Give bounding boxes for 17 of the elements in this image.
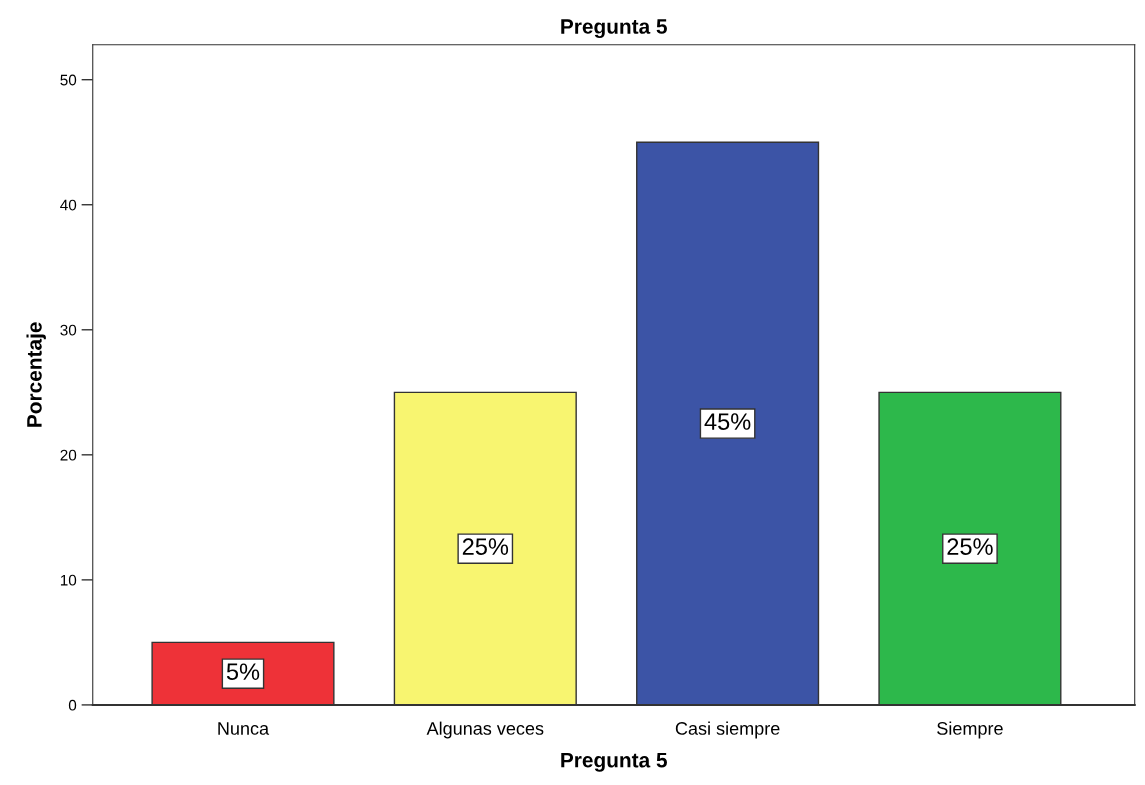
- chart-title: Pregunta 5: [561, 19, 667, 39]
- data-label: 5%: [226, 663, 260, 681]
- x-tick-label: Nunca: [218, 722, 270, 735]
- data-label: 25%: [947, 538, 993, 555]
- y-tick-label: 0: [68, 699, 77, 711]
- x-axis-title: Pregunta 5: [561, 752, 667, 772]
- x-tick-label: Casi siempre: [675, 721, 780, 739]
- data-label: 25%: [462, 538, 509, 555]
- y-tick-label: 20: [60, 449, 77, 461]
- y-tick-label: 50: [60, 74, 77, 86]
- data-label: 45%: [704, 413, 751, 430]
- x-tick-label: Algunas veces: [426, 721, 544, 739]
- y-tick-label: 10: [60, 574, 77, 586]
- y-tick-label: 40: [60, 199, 77, 211]
- y-tick-label: 30: [60, 324, 77, 336]
- y-axis-title: Porcentaje: [26, 322, 46, 427]
- x-tick-label: Siempre: [937, 721, 1003, 739]
